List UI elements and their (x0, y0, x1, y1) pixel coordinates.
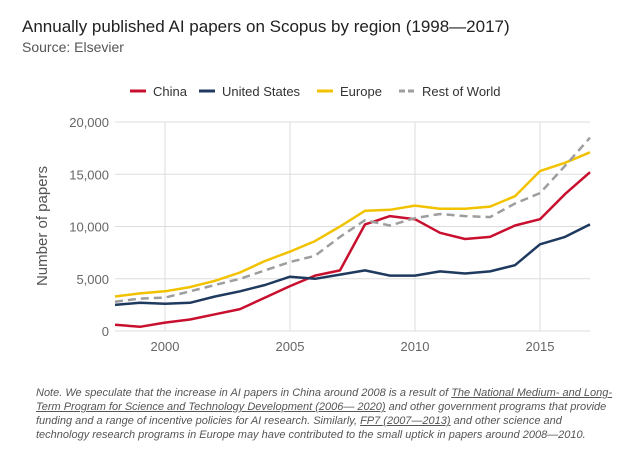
x-tick-label: 2005 (276, 339, 305, 354)
legend-label-rest-of-world: Rest of World (422, 84, 501, 99)
y-tick-label: 10,000 (69, 220, 109, 235)
x-tick-label: 2000 (151, 339, 180, 354)
grid-lines (115, 121, 590, 332)
x-tick-label: 2010 (401, 339, 430, 354)
legend-label-europe: Europe (340, 84, 382, 99)
y-tick-label: 5,000 (76, 272, 109, 287)
footnote-link-fp7[interactable]: FP7 (2007—2013) (360, 415, 451, 427)
footnote: Note. We speculate that the increase in … (36, 386, 616, 442)
footnote-text-2: and other government programs that provi… (36, 401, 607, 427)
series-lines (114, 136, 591, 329)
x-tick-label: 2015 (526, 339, 555, 354)
series-line-europe (114, 151, 591, 298)
y-tick-label: 0 (102, 324, 109, 339)
y-axis-ticks: 0 5,000 10,000 15,000 20,000 (69, 115, 109, 339)
series-line-china (114, 171, 591, 329)
y-tick-label: 15,000 (69, 167, 109, 182)
series-line-united-states (114, 223, 591, 307)
footnote-link-program[interactable]: The National Medium- and Long-Term Progr… (36, 387, 613, 413)
y-tick-label: 20,000 (69, 115, 109, 130)
chart-subtitle: Source: Elsevier (22, 39, 124, 55)
y-axis-label: Number of papers (34, 166, 51, 286)
x-axis-ticks: 2000 2005 2010 2015 (151, 339, 555, 354)
footnote-text-3: and other science and technology researc… (36, 415, 586, 441)
series-line-rest-of-world (114, 136, 591, 303)
legend: China United States Europe Rest of World (130, 84, 501, 99)
legend-label-china: China (153, 84, 188, 99)
line-chart: 0 5,000 10,000 15,000 20,000 2000 2005 2010 201… (34, 84, 591, 354)
chart-title: Annually published AI papers on Scopus b… (22, 17, 510, 36)
footnote-text-1: Note. We speculate that the increase in … (36, 387, 452, 399)
legend-label-united-states: United States (222, 84, 301, 99)
